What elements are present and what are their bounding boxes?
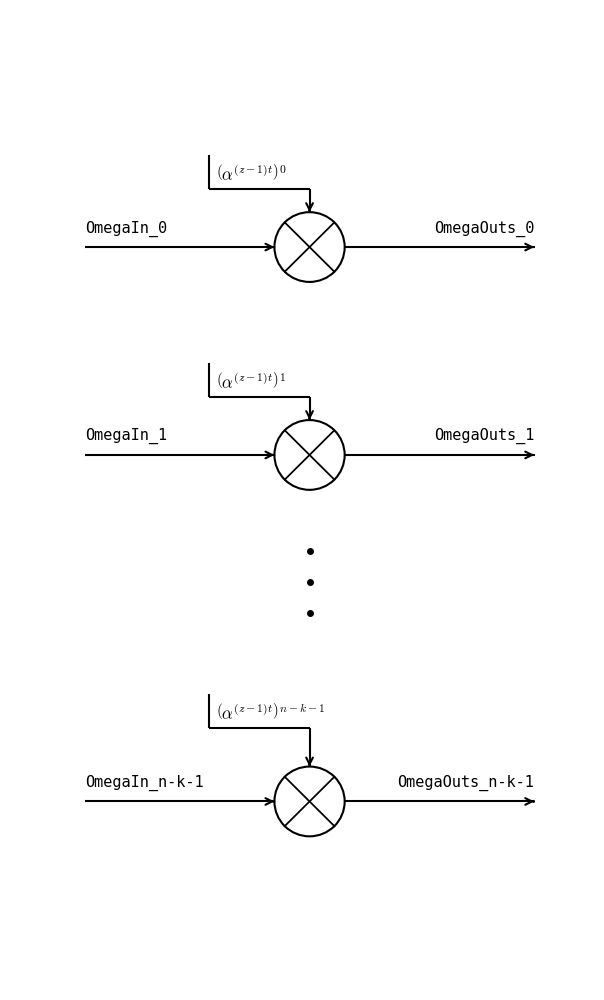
Text: OmegaIn_1: OmegaIn_1 bbox=[85, 428, 167, 444]
Text: $\left(\alpha^{(z-1)t}\right)^{n-k-1}$: $\left(\alpha^{(z-1)t}\right)^{n-k-1}$ bbox=[216, 704, 326, 724]
Text: OmegaOuts_1: OmegaOuts_1 bbox=[434, 428, 535, 444]
Text: $\left(\alpha^{(z-1)t}\right)^{0}$: $\left(\alpha^{(z-1)t}\right)^{0}$ bbox=[216, 165, 286, 185]
Text: $\left(\alpha^{(z-1)t}\right)^{1}$: $\left(\alpha^{(z-1)t}\right)^{1}$ bbox=[216, 373, 286, 393]
Text: OmegaIn_0: OmegaIn_0 bbox=[85, 220, 167, 237]
Text: OmegaOuts_0: OmegaOuts_0 bbox=[434, 220, 535, 237]
Text: OmegaOuts_n-k-1: OmegaOuts_n-k-1 bbox=[397, 775, 535, 791]
Text: OmegaIn_n-k-1: OmegaIn_n-k-1 bbox=[85, 775, 204, 791]
